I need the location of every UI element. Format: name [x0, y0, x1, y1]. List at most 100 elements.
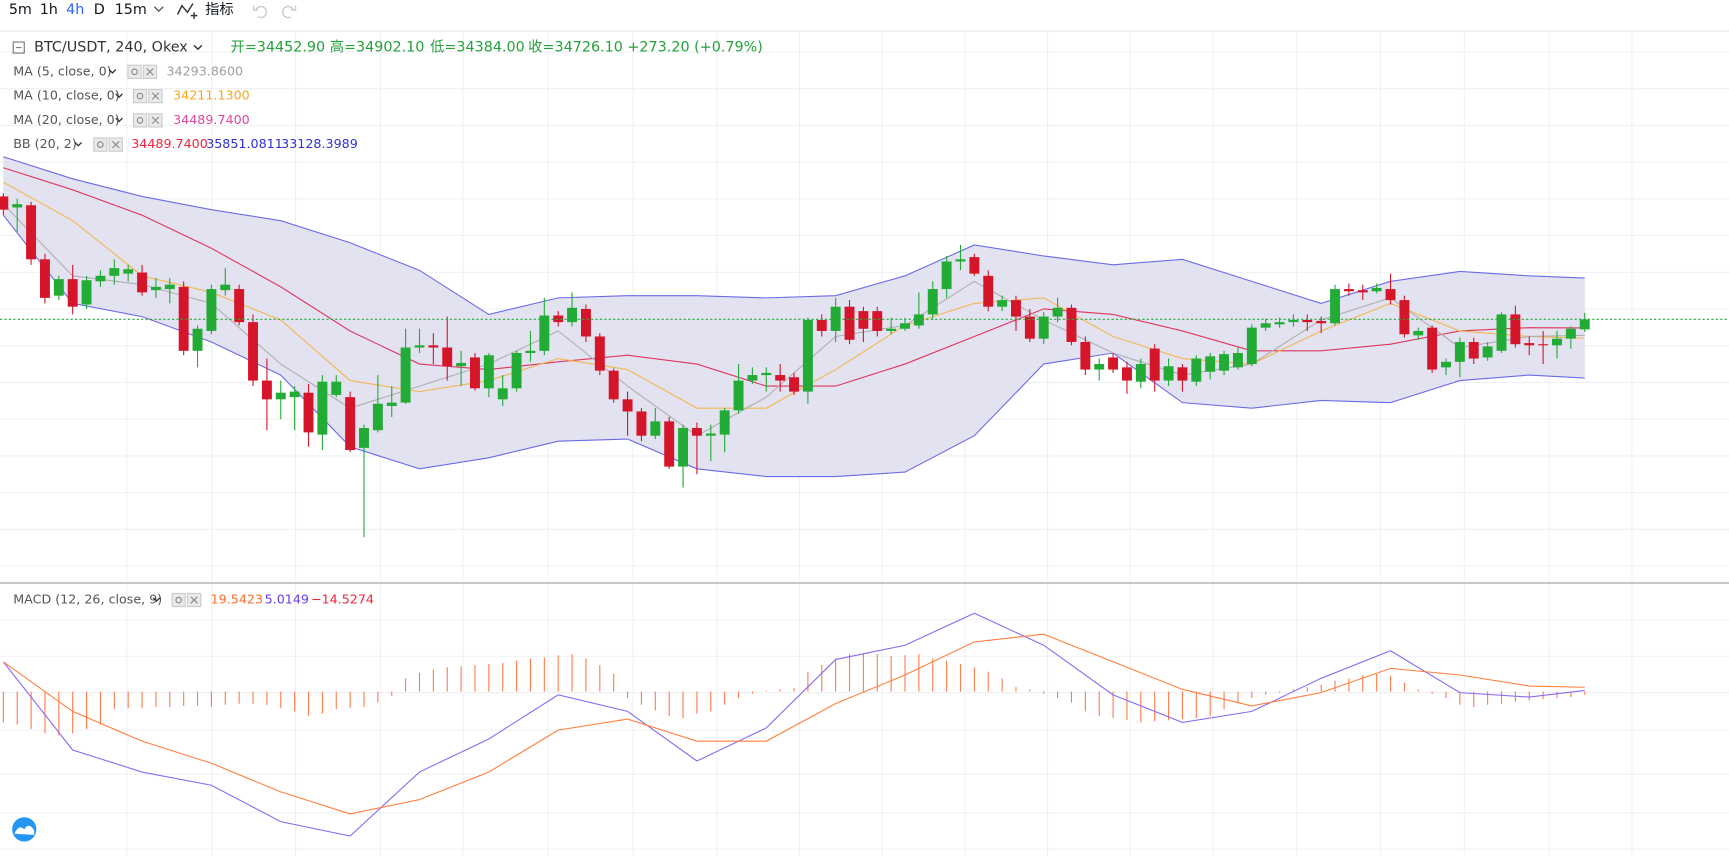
study-dropdown[interactable] [108, 69, 117, 74]
ohlc-value: 开=34452.90 [230, 40, 325, 56]
visibility-toggle[interactable] [132, 113, 148, 128]
study-value: 19.5423 [211, 592, 263, 607]
candle-body [1149, 348, 1160, 381]
candle-body [913, 314, 924, 326]
study-value: 5.0149 [265, 592, 309, 607]
candle-body [372, 403, 383, 431]
candle-body [303, 392, 314, 433]
candle-body [1371, 287, 1382, 292]
candle-body [1330, 289, 1340, 324]
candle-body [331, 381, 342, 395]
candle-body [1052, 307, 1063, 317]
candle-body [622, 399, 633, 412]
candle-body [1316, 321, 1327, 324]
indicators-icon[interactable] [176, 3, 198, 19]
candle-body [1094, 364, 1105, 370]
collapse-legend[interactable] [12, 41, 25, 54]
eye-glyph [97, 141, 104, 148]
visibility-toggle[interactable] [171, 592, 186, 608]
close-glyph [190, 596, 198, 604]
interval-button[interactable]: 5m [9, 2, 32, 18]
candle-body [1468, 341, 1479, 359]
candle-body [664, 421, 675, 467]
candle-body [553, 315, 564, 323]
visibility-toggle[interactable] [127, 64, 142, 80]
candle-body [747, 375, 758, 381]
study-name: MA (10, close, 0) [13, 88, 119, 103]
candle-body [816, 319, 827, 331]
candle-body [1246, 327, 1257, 365]
candle-body [539, 315, 550, 351]
undo[interactable] [252, 5, 268, 19]
candle-body [1288, 319, 1299, 323]
candle-body [289, 391, 300, 398]
close-glyph [151, 116, 160, 125]
eye-glyph [136, 92, 144, 100]
candle-body [248, 322, 258, 381]
candle-body [511, 353, 522, 389]
interval-button[interactable]: 1h [40, 2, 58, 18]
plot-area [0, 156, 1729, 837]
bollinger-band-fill [3, 156, 1585, 477]
symbol: BTC/USDT, 240, Okex [34, 40, 188, 56]
candle-body [1205, 356, 1216, 372]
candle-body [470, 357, 480, 389]
candle-body [1163, 366, 1174, 381]
candle-body [580, 308, 591, 337]
study-dropdown[interactable] [152, 597, 161, 603]
eye-glyph [131, 68, 138, 76]
study-dropdown[interactable] [115, 93, 123, 99]
interval-button[interactable]: 4h [66, 2, 84, 18]
candle-body [1219, 354, 1230, 371]
candle-body [67, 279, 78, 307]
study-value: −14.5274 [311, 592, 374, 607]
study-name: BB (20, 2) [13, 136, 77, 151]
symbol-dropdown[interactable] [193, 44, 203, 51]
candle-body [1524, 343, 1535, 346]
candle-body [761, 372, 772, 376]
candle-body [234, 289, 245, 323]
study-dropdown[interactable] [115, 117, 123, 123]
candle-body [1413, 330, 1424, 336]
study-dropdown[interactable] [74, 141, 83, 147]
interval-button[interactable]: 15m [115, 2, 147, 18]
interval-button[interactable]: D [94, 2, 105, 18]
candle-body [844, 306, 855, 340]
indicator-line [2, 633, 1585, 815]
candle-body [206, 289, 217, 331]
candle-body [1066, 307, 1077, 342]
visibility-toggle[interactable] [132, 88, 148, 104]
logo-glyph [14, 825, 35, 835]
candle-body [1482, 346, 1493, 358]
indicator-line [3, 167, 1585, 387]
candle-body [1191, 358, 1202, 382]
candle-body [345, 397, 356, 451]
candle-body [1441, 361, 1451, 368]
study-name: MA (5, close, 0) [13, 63, 111, 78]
candle-body [1038, 316, 1049, 339]
indicator-line [3, 181, 1585, 409]
candle-body [691, 428, 702, 436]
candle-body [636, 411, 647, 436]
candle-body [1496, 314, 1507, 351]
candle-body [525, 350, 536, 354]
candle-body [775, 375, 786, 381]
interval-dropdown[interactable] [153, 6, 164, 13]
redo[interactable] [281, 5, 297, 19]
candle-body [858, 311, 869, 329]
candle-body [39, 259, 50, 298]
candle-body [1357, 290, 1368, 293]
candle-body [386, 402, 397, 406]
candle-body [1274, 322, 1285, 325]
candle-body [1080, 341, 1091, 370]
candle-body [317, 381, 328, 435]
candle-body [192, 328, 203, 351]
visibility-toggle[interactable] [93, 137, 108, 152]
candle-body [1024, 316, 1035, 339]
indicators-button[interactable]: 指标 [205, 1, 234, 18]
candle-body [1343, 289, 1354, 292]
candle-body [1121, 367, 1132, 381]
candle-body [1552, 338, 1562, 346]
candle-body [123, 269, 134, 274]
